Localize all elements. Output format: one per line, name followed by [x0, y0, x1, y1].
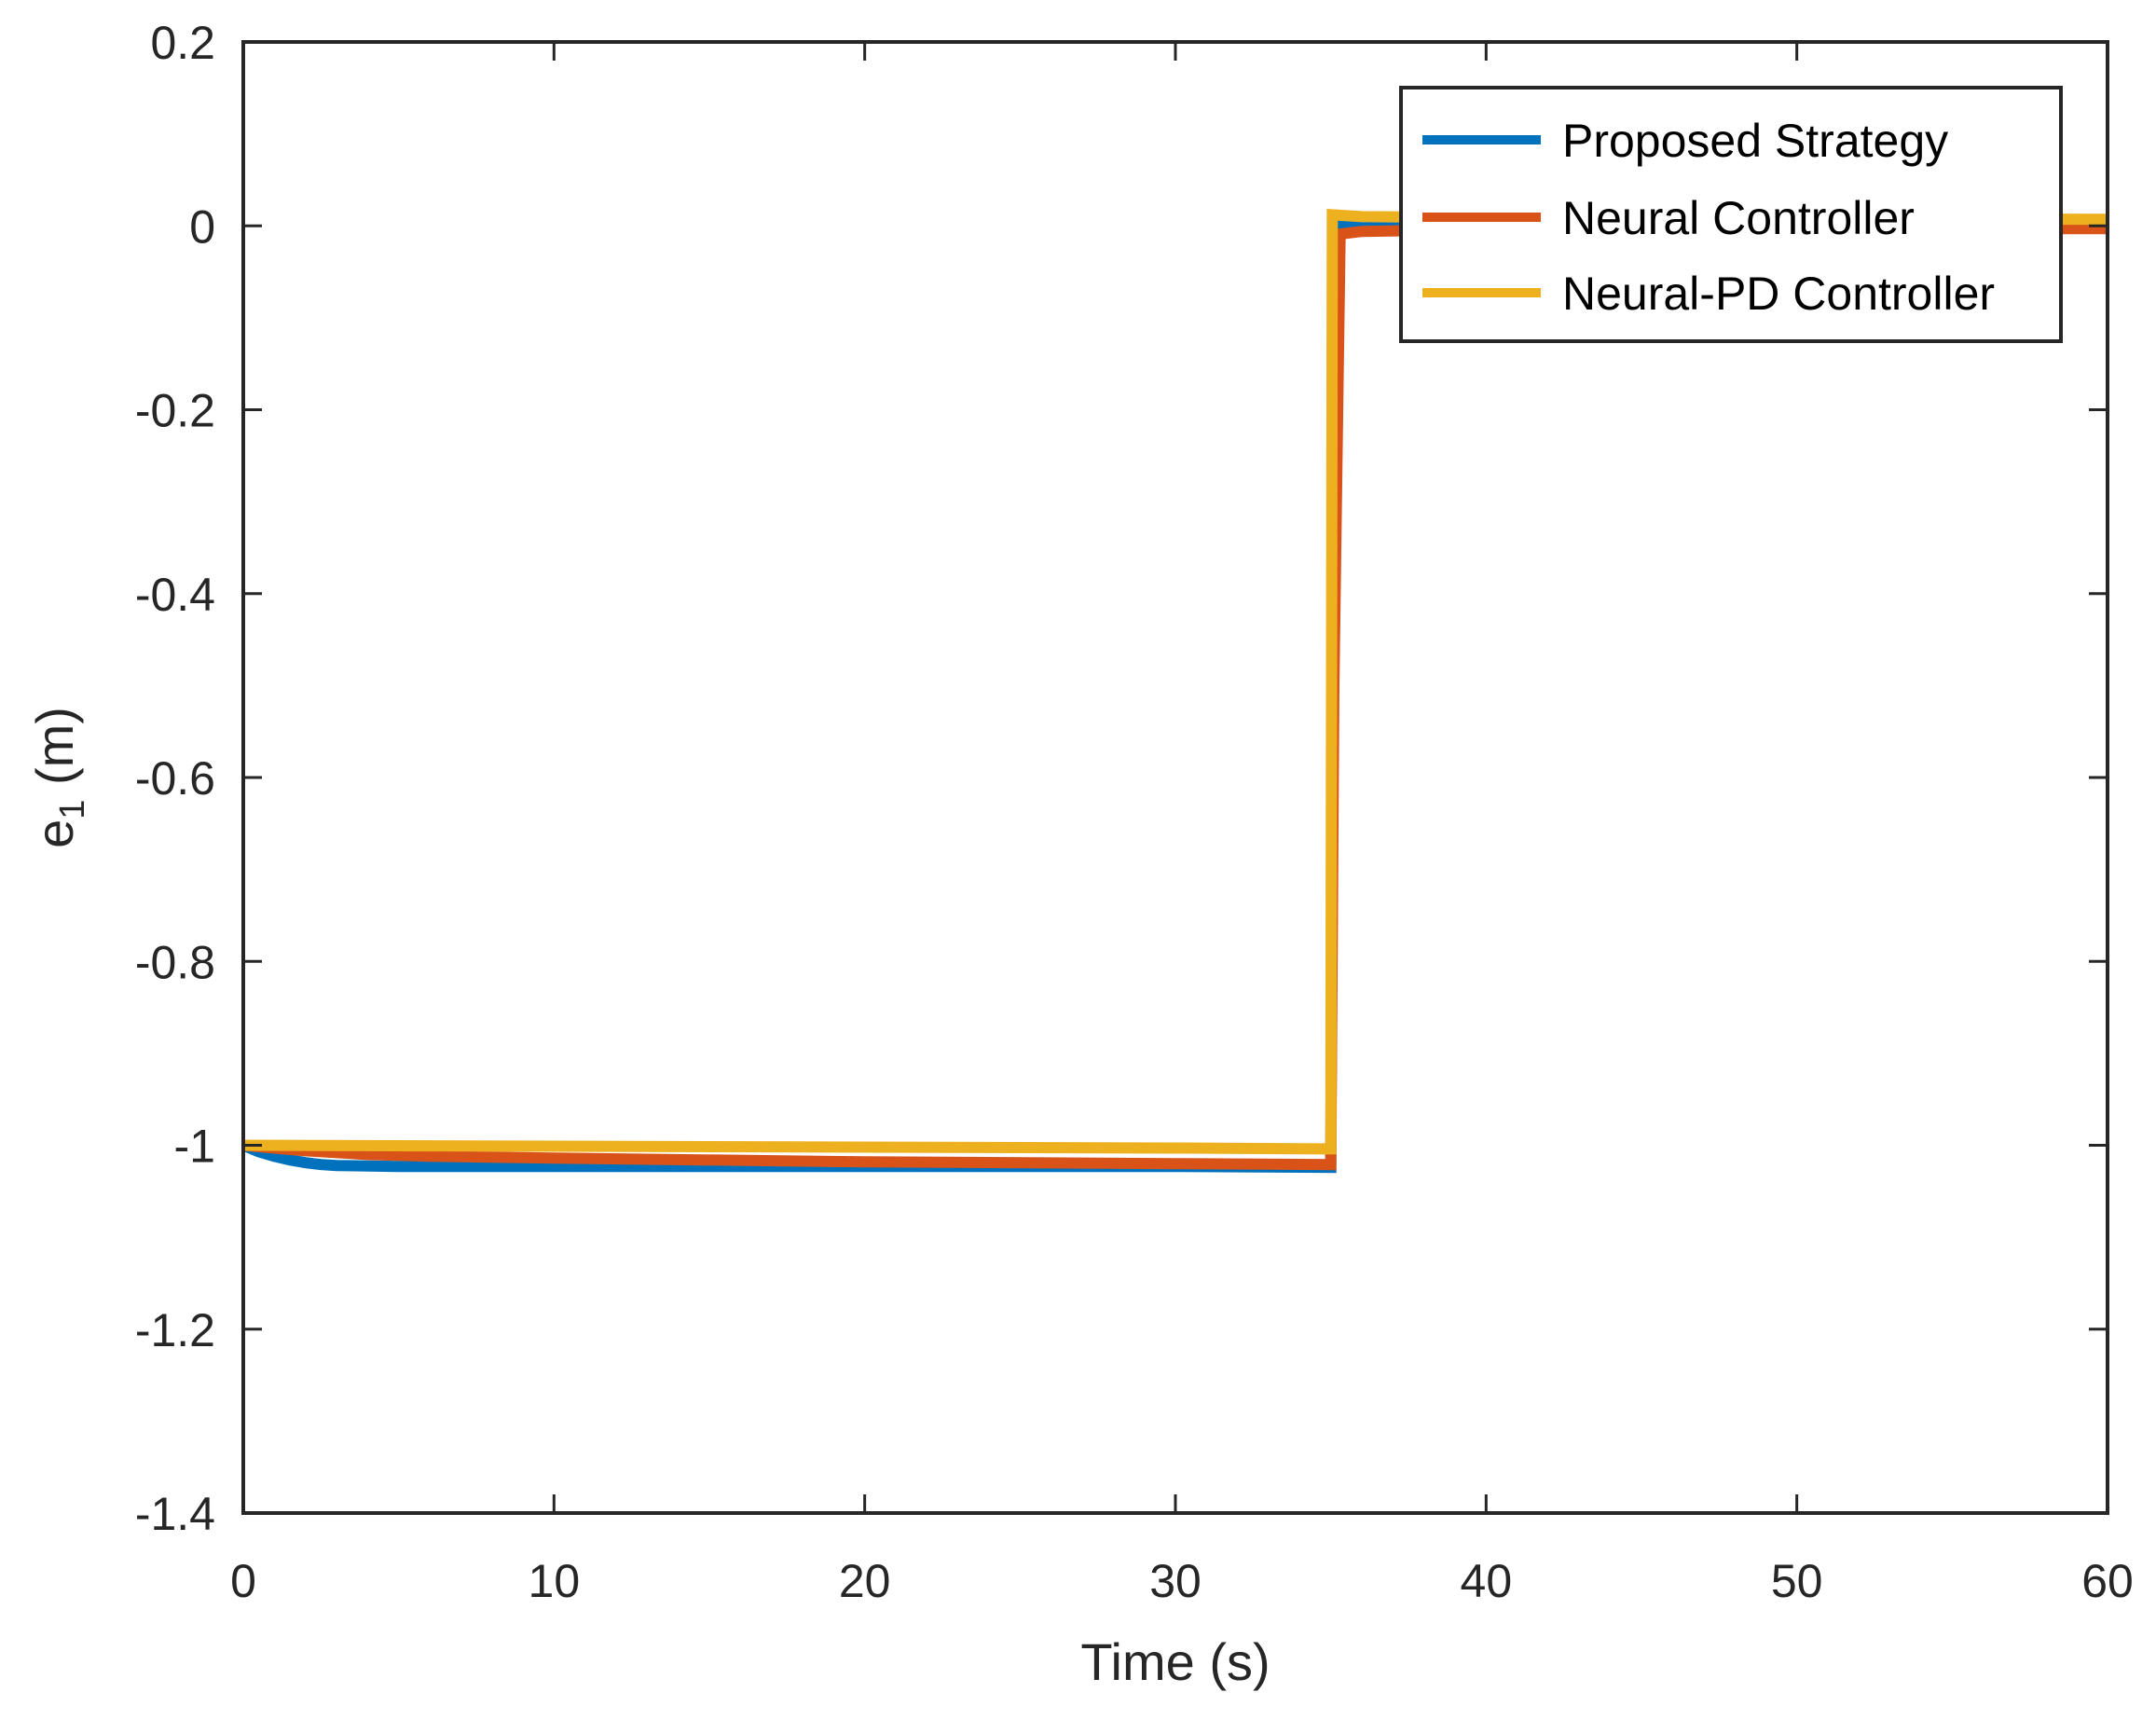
- x-tick-label: 60: [2081, 1555, 2134, 1607]
- x-tick-label: 10: [529, 1555, 581, 1607]
- y-axis-title-unit: (m): [25, 707, 84, 800]
- y-axis-ticks: 0.2 0 -0.2 -0.4 -0.6 -0.8 -1 -1.2 -1.4: [135, 17, 2108, 1540]
- y-axis-title-main: e: [25, 819, 84, 848]
- y-tick-label: -1: [174, 1121, 215, 1173]
- y-tick-label: -0.4: [135, 569, 215, 621]
- x-tick-label: 50: [1771, 1555, 1823, 1607]
- legend[interactable]: Proposed Strategy Neural Controller Neural…: [1399, 86, 2063, 343]
- legend-label: Neural Controller: [1562, 192, 1915, 244]
- legend-label: Neural-PD Controller: [1562, 268, 1995, 320]
- legend-item[interactable]: Proposed Strategy: [1422, 115, 1948, 167]
- y-tick-label: -1.4: [135, 1488, 215, 1540]
- y-tick-label: 0: [189, 200, 215, 253]
- x-axis-title: Time (s): [1080, 1632, 1270, 1691]
- y-tick-label: -0.2: [135, 385, 215, 437]
- y-tick-label: -1.2: [135, 1304, 215, 1356]
- y-axis-title: e1 (m): [25, 707, 92, 848]
- series-layer: [243, 209, 2108, 1174]
- x-axis-ticks: 0 10 20 30 40 50 60: [230, 42, 2134, 1607]
- series-line-neural-pd-controller: [243, 209, 2108, 1155]
- x-tick-label: 40: [1461, 1555, 1513, 1607]
- x-tick-label: 0: [230, 1555, 256, 1607]
- legend-label: Proposed Strategy: [1562, 115, 1948, 167]
- axes: 0 10 20 30 40 50 60 0.2 0 -0.2 -0.4 -0.6 -0.8 -1 -1.2…: [135, 17, 2134, 1607]
- y-tick-label: -0.8: [135, 936, 215, 988]
- series-line-proposed-strategy: [243, 219, 2108, 1174]
- x-tick-label: 20: [839, 1555, 891, 1607]
- legend-items: Proposed Strategy Neural Controller Neural…: [1422, 115, 1995, 320]
- x-tick-label: 30: [1149, 1555, 1202, 1607]
- y-axis-title-subscript: 1: [53, 800, 92, 819]
- y-tick-label: 0.2: [150, 17, 215, 69]
- legend-item[interactable]: Neural Controller: [1422, 192, 1915, 244]
- y-tick-label: -0.6: [135, 752, 215, 805]
- series-line-neural-controller: [243, 223, 2108, 1171]
- legend-item[interactable]: Neural-PD Controller: [1422, 268, 1995, 320]
